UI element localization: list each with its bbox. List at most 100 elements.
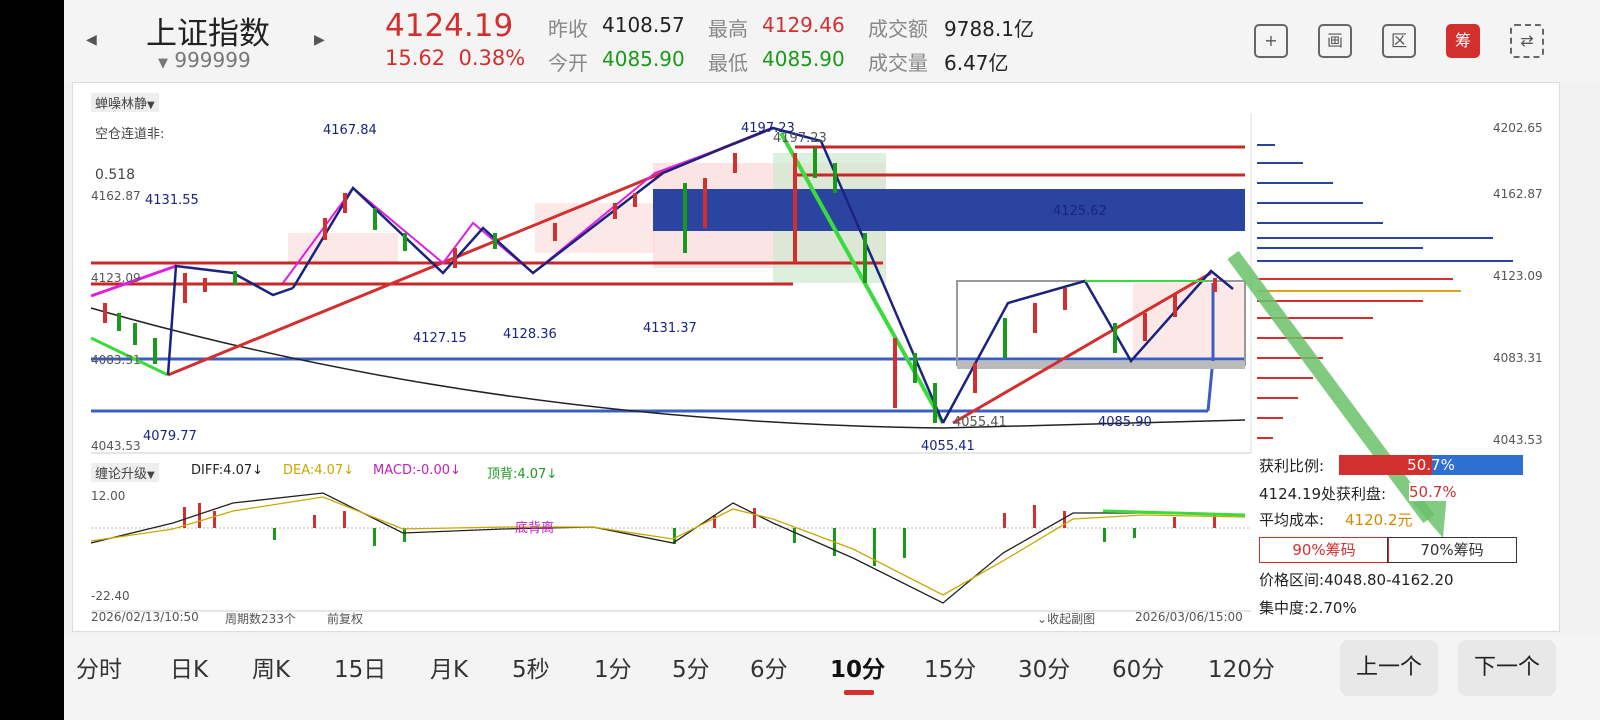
bottom-div-label: 底背离 — [515, 521, 555, 536]
stroke-line-3 — [941, 269, 1234, 424]
y-left-tick-3: 4083.31 — [91, 353, 141, 367]
period-tab-fenshi[interactable]: 分时 — [76, 657, 122, 683]
profit-at-value: 50.7% — [1409, 483, 1457, 501]
profit-ratio-fill — [1339, 455, 1433, 475]
chip-distribution — [1257, 144, 1513, 439]
period-tab-5s[interactable]: 5秒 — [512, 657, 550, 683]
tab-70-chips[interactable]: 70%筹码 — [1387, 537, 1517, 563]
concentration: 集中度:2.70% — [1259, 597, 1357, 618]
amount-value: 9788.1亿 — [944, 17, 1034, 41]
top-divergence-line — [1102, 509, 1246, 517]
dropdown-icon: ▼ — [147, 100, 155, 111]
macd-selector[interactable]: 缠论升级▼ — [91, 463, 159, 482]
period-tab-60m[interactable]: 60分 — [1112, 657, 1165, 683]
magenta-line-1 — [90, 264, 177, 298]
label-4127: 4127.15 — [413, 331, 467, 346]
trend-up-line-2 — [952, 271, 1212, 425]
dropdown-icon: ▼ — [147, 470, 155, 481]
price-range-value: 4048.80-4162.20 — [1324, 571, 1454, 589]
profit-ratio-label: 获利比例: — [1259, 457, 1325, 475]
chevron-icon: ⌄ — [1037, 612, 1048, 626]
high-value: 4129.46 — [762, 13, 845, 37]
macd-name: 缠论升级 — [95, 467, 148, 482]
period-tab-30m[interactable]: 30分 — [1018, 657, 1071, 683]
prev-button[interactable]: 上一个 — [1340, 640, 1438, 696]
label-4167: 4167.84 — [323, 123, 377, 138]
macd-high-tick: 12.00 — [91, 489, 126, 503]
active-tab-indicator — [844, 690, 874, 695]
draw-tool-button[interactable]: 画 — [1318, 24, 1352, 58]
diff-line — [90, 492, 1246, 604]
amount-label: 成交额 — [868, 17, 928, 41]
prev-close-label: 昨收 — [548, 17, 588, 41]
period-tab-6m[interactable]: 6分 — [750, 657, 788, 683]
prev-stock-arrow-icon[interactable]: ◀ — [86, 32, 97, 48]
label-4128: 4128.36 — [503, 327, 557, 342]
date-end: 2026/03/06/15:00 — [1135, 610, 1243, 624]
period-tab-15day[interactable]: 15日 — [334, 657, 387, 683]
label-4131: 4131.55 — [145, 193, 199, 208]
period-tab-month[interactable]: 月K — [430, 657, 469, 683]
index-name: 上证指数 — [146, 16, 270, 52]
period-tab-5m[interactable]: 5分 — [672, 657, 710, 683]
period-tab-10m[interactable]: 10分 — [830, 657, 886, 683]
label-4125: 4125.62 — [1053, 204, 1107, 219]
next-stock-arrow-icon[interactable]: ▶ — [314, 32, 325, 48]
support-connector — [1206, 283, 1215, 412]
dea-line — [90, 496, 1246, 596]
date-start: 2026/02/13/10:50 — [91, 610, 199, 624]
macd-histogram — [183, 503, 1216, 566]
green-line-left — [90, 336, 169, 377]
chart-panel[interactable]: 蝉噪林静▼ 空仓连道非: 0.518 4167.84 4131.55 4197.… — [72, 82, 1560, 632]
period-tab-week[interactable]: 周K — [252, 657, 291, 683]
period-tab-day[interactable]: 日K — [170, 657, 209, 683]
candles — [103, 148, 1217, 423]
y-right-tick-4: 4083.31 — [1493, 351, 1543, 365]
y-right-tick-5: 4043.53 — [1493, 433, 1543, 447]
avg-cost-value: 4120.2元 — [1345, 511, 1413, 529]
y-left-tick-1: 4162.87 — [91, 189, 141, 203]
chips-tool-button[interactable]: 筹 — [1446, 24, 1480, 58]
collapse-label: 收起副图 — [1047, 612, 1096, 626]
profit-ratio-bar: 50.7% — [1339, 455, 1523, 475]
add-watchlist-button[interactable]: + — [1254, 24, 1288, 58]
price-range: 价格区间:4048.80-4162.20 — [1259, 569, 1454, 590]
label-4085: 4085.90 — [1098, 415, 1152, 430]
period-tab-1m[interactable]: 1分 — [594, 657, 632, 683]
tab-90-chips[interactable]: 90%筹码 — [1259, 537, 1389, 563]
period-tab-15m[interactable]: 15分 — [924, 657, 977, 683]
collapse-subchart-button[interactable]: ⌄收起副图 — [1037, 610, 1095, 627]
adjust-mode[interactable]: 前复权 — [327, 612, 364, 626]
next-button[interactable]: 下一个 — [1458, 640, 1556, 696]
high-label: 最高 — [708, 17, 748, 41]
zone-pink-3 — [288, 233, 398, 263]
period-tab-120m[interactable]: 120分 — [1208, 657, 1275, 683]
dropdown-icon: ▼ — [158, 56, 168, 71]
low-value: 4085.90 — [762, 47, 845, 71]
low-label: 最低 — [708, 51, 748, 75]
label-4131-b: 4131.37 — [643, 321, 697, 336]
quote-header: ◀ 上证指数 ▼ 999999 ▶ 4124.19 15.62 0.38% 昨收… — [64, 0, 1600, 82]
index-code[interactable]: ▼ 999999 — [158, 48, 251, 72]
volume-label: 成交量 — [868, 51, 928, 75]
indicator-selector[interactable]: 蝉噪林静▼ — [91, 93, 159, 112]
change-value: 15.62 — [385, 46, 446, 70]
consolidation-floor — [957, 361, 1245, 369]
range-tool-button[interactable]: 区 — [1382, 24, 1416, 58]
stroke-line-2 — [291, 126, 945, 424]
kline-chart-svg[interactable] — [73, 83, 1559, 631]
indicator-name: 蝉噪林静 — [95, 97, 148, 112]
profit-ratio-value: 50.7% — [1407, 456, 1455, 474]
price-range-label: 价格区间: — [1259, 571, 1325, 589]
diff-text: DIFF:4.07↓ — [191, 463, 264, 478]
app: ◀ 上证指数 ▼ 999999 ▶ 4124.19 15.62 0.38% 昨收… — [64, 0, 1600, 720]
period-count: 周期数233个 — [225, 612, 296, 626]
avg-cost-label: 平均成本: — [1259, 511, 1325, 529]
open-value: 4085.90 — [602, 47, 685, 71]
y-left-tick-4: 4043.53 — [91, 439, 141, 453]
price-change: 15.62 0.38% — [385, 46, 525, 70]
index-code-text: 999999 — [174, 48, 251, 72]
label-4079: 4079.77 — [143, 429, 197, 444]
switch-orientation-button[interactable]: ⇄ — [1510, 24, 1544, 58]
annotation-arrow — [1227, 250, 1435, 524]
